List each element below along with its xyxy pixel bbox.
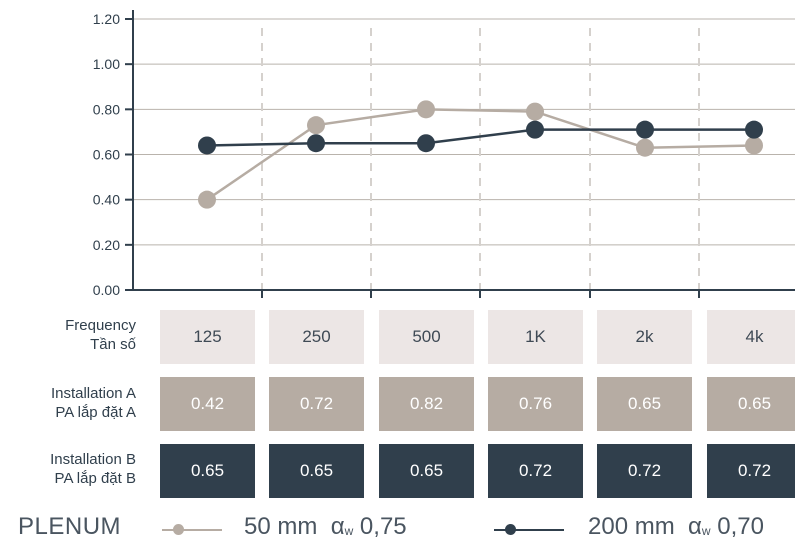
legend-text-200mm: 200 mm αw 0,70 <box>588 513 764 541</box>
data-point-50mm <box>307 116 325 135</box>
alpha-value: 0,75 <box>359 513 407 540</box>
frequency-cell: 2k <box>597 310 692 364</box>
data-point-50mm <box>198 190 216 209</box>
alpha-symbol: α <box>330 513 345 540</box>
frequency-cell: 1K <box>488 310 583 364</box>
installation-b-row-label: Installation B PA lắp đặt B <box>0 450 136 488</box>
axes: 0.00 0.20 0.40 0.60 0.80 1.00 1.20 <box>93 10 795 298</box>
y-tick-label: 0.20 <box>93 237 120 253</box>
installation-a-cell: 0.65 <box>707 377 795 431</box>
data-point-50mm <box>636 138 654 157</box>
installation-b-cell: 0.65 <box>160 444 255 498</box>
frequency-cell: 125 <box>160 310 255 364</box>
data-point-200mm <box>745 120 763 139</box>
legend-text-50mm: 50 mm αw 0,75 <box>244 513 407 541</box>
data-point-200mm <box>636 120 654 139</box>
alpha-subscript: w <box>344 524 354 538</box>
installation-a-cell: 0.65 <box>597 377 692 431</box>
frequency-cell: 250 <box>269 310 364 364</box>
installation-b-cell: 0.72 <box>707 444 795 498</box>
installation-a-cell: 0.82 <box>379 377 474 431</box>
installation-b-cell: 0.72 <box>488 444 583 498</box>
data-point-200mm <box>417 134 435 153</box>
legend-plenum-label: PLENUM <box>18 513 122 540</box>
installation-a-cell: 0.72 <box>269 377 364 431</box>
legend-alpha: αw 0,75 <box>324 513 407 540</box>
legend-line-50mm <box>162 529 222 531</box>
data-point-50mm <box>745 136 763 155</box>
series-line-50mm <box>206 108 755 201</box>
legend-series-name: 50 mm <box>244 513 318 540</box>
frequency-row-label: Frequency Tần số <box>0 316 136 354</box>
absorption-line-chart: 0.00 0.20 0.40 0.60 0.80 1.00 1.20 <box>93 10 795 298</box>
y-tick-label: 0.00 <box>93 282 120 298</box>
frequency-cell: 4k <box>707 310 795 364</box>
legend-marker-200mm <box>505 524 516 535</box>
legend-alpha: αw 0,70 <box>681 513 764 540</box>
installation-a-cell: 0.42 <box>160 377 255 431</box>
legend-series-name: 200 mm <box>588 513 675 540</box>
installation-b-cell: 0.72 <box>597 444 692 498</box>
installation-a-label-vi: PA lắp đặt A <box>55 404 136 421</box>
installation-a-row-label: Installation A PA lắp đặt A <box>0 384 136 422</box>
frequency-cell: 500 <box>379 310 474 364</box>
legend: PLENUM 50 mm αw 0,75 200 mm αw 0,70 <box>18 511 795 545</box>
legend-line-200mm <box>494 529 564 531</box>
y-tick-label: 0.40 <box>93 192 120 208</box>
grid-lines <box>133 18 795 290</box>
data-point-50mm <box>417 100 435 119</box>
installation-a-cell: 0.76 <box>488 377 583 431</box>
alpha-value: 0,70 <box>717 513 764 540</box>
installation-b-cell: 0.65 <box>379 444 474 498</box>
installation-b-label-en: Installation B <box>50 451 136 468</box>
alpha-subscript: w <box>701 524 711 538</box>
data-point-50mm <box>526 102 544 121</box>
alpha-symbol: α <box>688 513 702 540</box>
y-tick-label: 1.20 <box>93 11 120 27</box>
installation-b-label-vi: PA lắp đặt B <box>54 470 136 487</box>
data-series <box>198 100 763 209</box>
series-line-200mm <box>206 128 754 147</box>
data-point-200mm <box>307 134 325 153</box>
y-tick-label: 1.00 <box>93 56 120 72</box>
legend-marker-50mm <box>173 524 184 535</box>
data-point-200mm <box>526 120 544 139</box>
frequency-label-en: Frequency <box>65 317 136 334</box>
frequency-label-vi: Tần số <box>90 336 136 353</box>
y-tick-label: 0.60 <box>93 147 120 163</box>
y-tick-label: 0.80 <box>93 101 120 117</box>
installation-b-cell: 0.65 <box>269 444 364 498</box>
installation-a-label-en: Installation A <box>50 385 136 402</box>
data-point-200mm <box>198 136 216 155</box>
